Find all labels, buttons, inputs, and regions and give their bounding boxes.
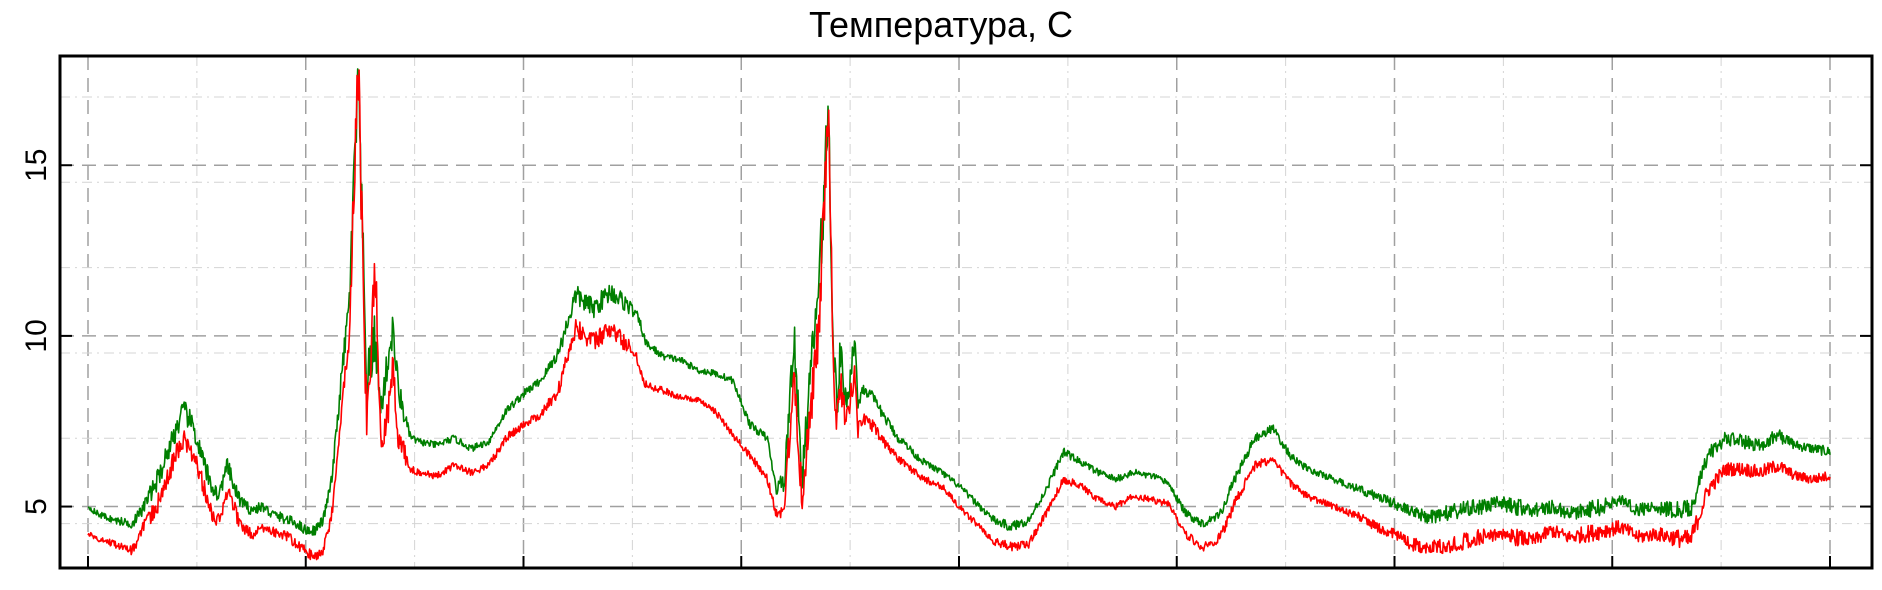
- grid: [60, 56, 1872, 568]
- ticks: [60, 164, 1872, 568]
- y-tick-label: 15: [20, 149, 53, 182]
- series-layer: [87, 68, 1831, 561]
- tick-labels: 5 10 15: [20, 149, 53, 515]
- plot-frame: [58, 54, 1874, 570]
- y-tick-label: 5: [20, 498, 53, 515]
- series-line-2: [87, 69, 1831, 561]
- chart-title: Температура, С: [808, 4, 1074, 45]
- y-tick-label: 10: [20, 319, 53, 352]
- plot-background: [60, 56, 1872, 568]
